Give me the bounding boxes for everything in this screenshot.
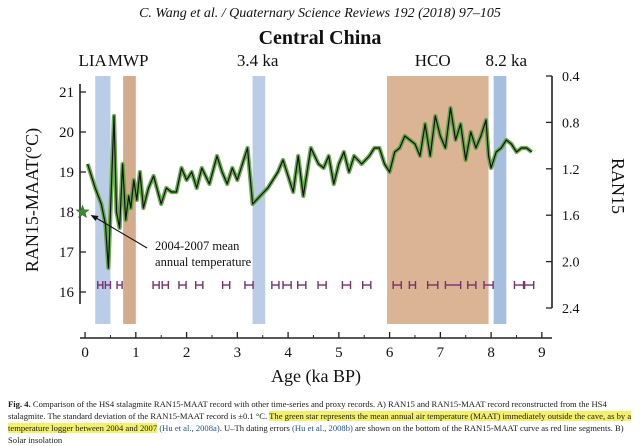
annotation-arrow-head: [90, 215, 99, 221]
period-band-4: [493, 76, 507, 324]
x-tick-label-6: 6: [386, 345, 394, 361]
figure-caption: Fig. 4. Comparison of the HS4 stalagmite…: [8, 398, 634, 446]
y-right-axis-title: RAN15: [608, 158, 628, 214]
series-line-0: [87, 107, 533, 269]
caption-ref-1: (Hu et al., 2008a): [159, 423, 220, 433]
annotation-line-2: annual temperature: [155, 255, 252, 269]
x-tick-label-2: 2: [183, 345, 191, 361]
y-left-tick-label-5: 21: [59, 85, 74, 101]
y-right-tick-label-4: 2.0: [562, 256, 580, 271]
x-tick-label-5: 5: [335, 345, 343, 361]
x-tick-label-9: 9: [538, 345, 546, 361]
annotation-line-1: 2004-2007 mean: [155, 239, 240, 253]
caption-fig-label: Fig. 4.: [8, 399, 31, 409]
labels-layer: Central China LIA MWP 3.4 ka HCO 8.2 ka 2004-2…: [79, 27, 528, 269]
y-right-tick-label-1: 0.8: [562, 116, 580, 131]
x-tick-label-7: 7: [437, 345, 445, 361]
y-right-tick-label-0: 0.4: [562, 70, 580, 85]
event-label-4: 8.2 ka: [486, 51, 528, 70]
y-left-tick-label-2: 18: [59, 205, 74, 221]
caption-text-1: Comparison of the HS4 stalagmite RAN15-M…: [8, 399, 607, 421]
annotation-arrow-line: [94, 216, 148, 249]
event-label-2: 3.4 ka: [237, 51, 279, 70]
y-left-axis-title: RAN15-MAAT(°C): [22, 128, 43, 272]
y-right-tick-label-2: 1.2: [562, 163, 580, 178]
caption-ref-2: (Hu et al., 2008b): [292, 423, 353, 433]
series-layer: [75, 105, 533, 271]
y-right-tick-label-5: 2.4: [562, 302, 580, 317]
journal-header: C. Wang et al. / Quaternary Science Revi…: [139, 6, 501, 21]
x-axis-title: Age (ka BP): [271, 366, 361, 387]
event-label-0: LIA: [79, 51, 108, 70]
dating-errors: [97, 281, 535, 289]
axes: 0 1 2 3 4 5 6 7 8 9 Age (ka BP) 16 17 18 19 20 21 RAN15-M…: [22, 70, 628, 387]
y-left-tick-label-3: 19: [59, 165, 74, 181]
x-tick-label-4: 4: [284, 345, 292, 361]
chart-title: Central China: [259, 27, 382, 49]
event-label-3: HCO: [415, 51, 451, 70]
event-label-1: MWP: [108, 51, 149, 70]
y-left-tick-label-1: 17: [59, 245, 75, 261]
x-tick-label-8: 8: [487, 345, 495, 361]
y-right-tick-label-3: 1.6: [562, 209, 580, 224]
mean-temperature-star: [75, 204, 90, 219]
x-tick-label-1: 1: [132, 345, 140, 361]
period-bands: [95, 76, 507, 324]
caption-text-2: . U–Th dating errors: [219, 423, 293, 433]
x-tick-label-3: 3: [234, 345, 242, 361]
chart: 0 1 2 3 4 5 6 7 8 9 Age (ka BP) 16 17 18 19 20 21 RAN15-M…: [22, 27, 628, 387]
y-left-tick-label-4: 20: [59, 125, 74, 141]
y-left-tick-label-0: 16: [59, 285, 75, 301]
x-tick-label-0: 0: [81, 345, 89, 361]
